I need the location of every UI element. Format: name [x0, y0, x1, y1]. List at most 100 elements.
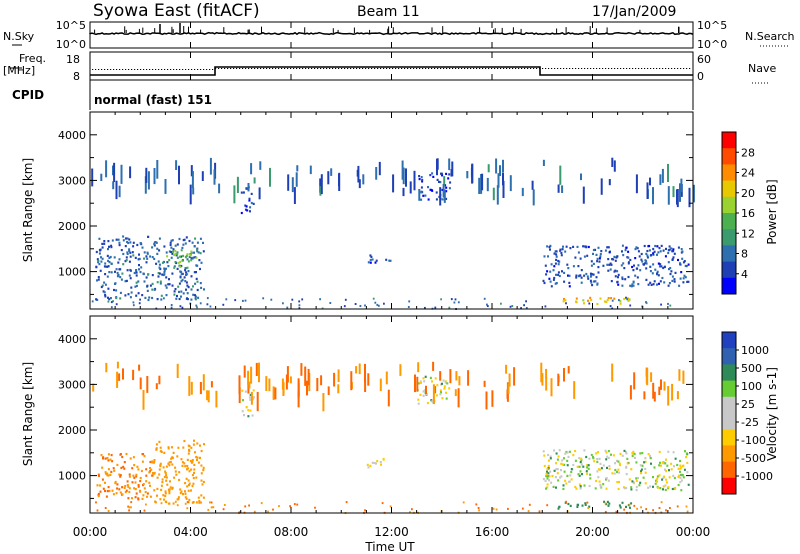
data-cell	[149, 255, 152, 258]
data-cell	[159, 450, 162, 453]
data-cell	[105, 362, 108, 373]
data-cell	[645, 508, 648, 511]
data-cell	[651, 272, 654, 275]
data-cell	[550, 481, 553, 484]
data-cell	[190, 251, 193, 254]
data-cell	[660, 244, 663, 247]
data-cell	[566, 464, 569, 467]
data-cell	[104, 273, 107, 276]
data-cell	[178, 237, 181, 241]
data-cell	[605, 487, 608, 490]
data-cell	[131, 251, 134, 254]
data-cell	[139, 377, 142, 390]
data-cell	[199, 267, 201, 271]
data-cell	[688, 187, 691, 208]
data-cell	[609, 262, 612, 265]
data-cell	[467, 370, 470, 386]
data-cell	[555, 258, 558, 261]
data-cell	[593, 460, 596, 463]
data-cell	[626, 462, 629, 465]
data-cell	[439, 181, 442, 184]
data-cell	[649, 281, 652, 284]
nave-dot	[122, 69, 124, 70]
nave-dot	[263, 68, 265, 69]
data-cell	[99, 490, 102, 493]
data-cell	[681, 257, 684, 260]
data-cell	[557, 263, 560, 266]
data-cell	[672, 256, 675, 259]
data-cell	[138, 264, 140, 267]
data-cell	[629, 304, 632, 307]
nave-dot	[113, 69, 115, 70]
data-cell	[108, 489, 111, 493]
data-cell	[658, 474, 661, 477]
data-cell	[179, 305, 182, 308]
data-cell	[477, 507, 480, 509]
data-cell	[682, 370, 685, 384]
nave-dot	[401, 68, 403, 69]
data-cell	[202, 496, 205, 499]
data-cell	[168, 250, 171, 253]
data-cell	[665, 478, 668, 481]
data-cell	[164, 472, 167, 475]
freq-left-tick-bottom: 8	[73, 70, 80, 83]
data-cell	[673, 278, 676, 281]
nave-dot	[677, 68, 679, 69]
data-cell	[607, 297, 610, 300]
data-cell	[451, 161, 454, 177]
data-cell	[296, 165, 299, 172]
data-cell	[196, 241, 199, 244]
nave-dot	[488, 68, 490, 69]
data-cell	[546, 483, 549, 486]
data-cell	[604, 249, 607, 252]
data-cell	[195, 277, 198, 280]
data-cell	[382, 458, 385, 461]
y-tick-label: 1000	[58, 470, 86, 483]
data-cell	[298, 307, 301, 310]
data-cell	[586, 501, 589, 504]
data-cell	[112, 467, 115, 470]
data-cell	[543, 454, 546, 457]
data-cell	[192, 443, 195, 446]
data-cell	[587, 464, 590, 467]
data-cell	[191, 241, 194, 244]
data-cell	[660, 303, 662, 306]
data-cell	[645, 278, 648, 281]
data-cell	[344, 298, 347, 301]
data-cell	[548, 246, 551, 249]
data-cell	[509, 305, 512, 308]
data-cell	[184, 280, 187, 283]
data-cell	[160, 488, 163, 491]
data-cell	[184, 269, 187, 272]
data-cell	[307, 368, 310, 386]
nave-dot	[479, 68, 481, 69]
data-cell	[376, 303, 379, 306]
data-cell	[559, 165, 562, 185]
data-cell	[138, 257, 141, 260]
data-cell	[649, 270, 652, 273]
data-cell	[684, 276, 687, 279]
nave-dot	[419, 68, 421, 69]
data-cell	[379, 378, 382, 392]
data-cell	[252, 202, 255, 205]
data-cell	[418, 175, 421, 178]
data-cell	[509, 175, 512, 192]
colorbar-tick-label: 28	[741, 146, 755, 159]
freq-right-tick-bottom: 0	[697, 70, 704, 83]
data-cell	[602, 464, 605, 467]
nave-dot	[452, 68, 454, 69]
data-cell	[561, 248, 564, 251]
data-cell	[623, 508, 626, 511]
data-cell	[200, 286, 203, 289]
data-cell	[158, 237, 161, 240]
data-cell	[562, 484, 565, 487]
nave-dot	[569, 68, 571, 69]
data-cell	[641, 452, 644, 455]
nave-dot	[596, 68, 598, 69]
data-cell	[667, 186, 670, 205]
data-cell	[647, 453, 650, 456]
nave-dot	[413, 68, 415, 69]
data-cell	[242, 399, 244, 402]
data-cell	[200, 449, 203, 453]
data-cell	[637, 264, 640, 267]
